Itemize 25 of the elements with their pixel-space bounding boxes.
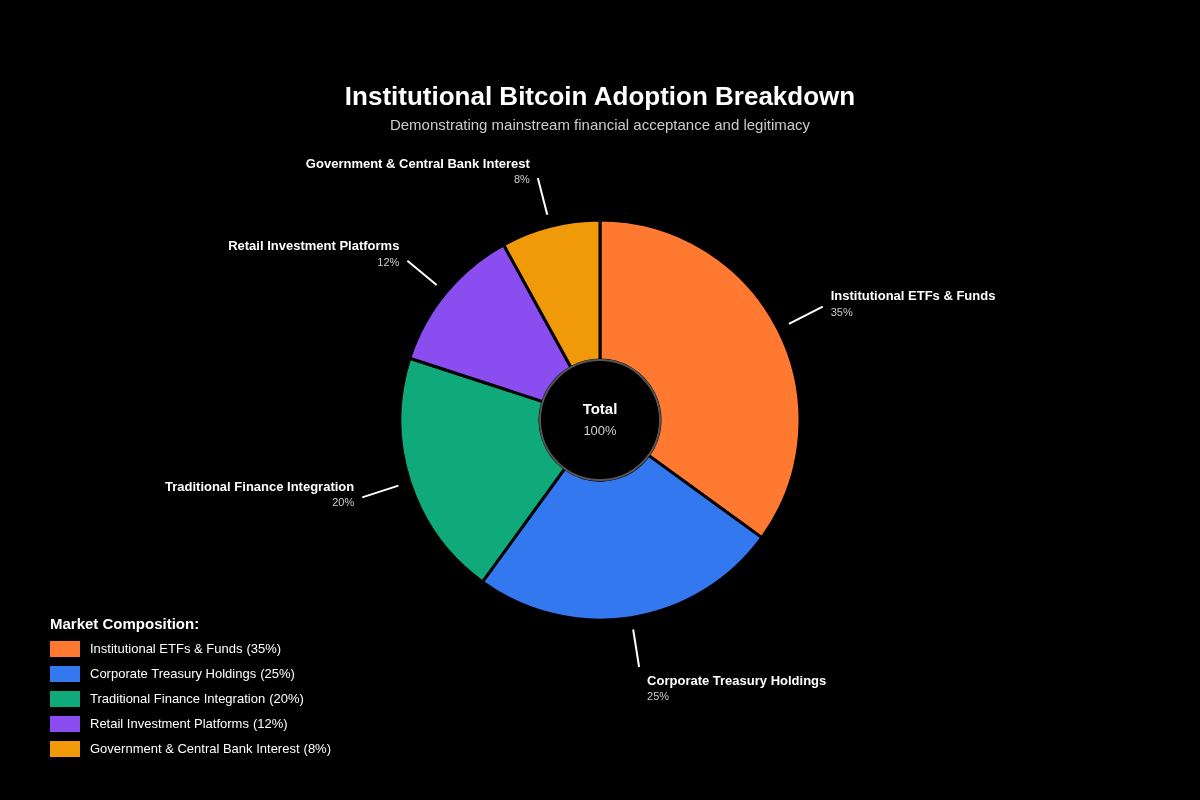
data-label: 25% xyxy=(647,690,670,703)
slice-label: Traditional Finance Integration xyxy=(164,478,355,494)
data-label: 35% xyxy=(830,305,853,318)
text: Total xyxy=(582,400,618,418)
text: (35%) xyxy=(246,641,282,656)
chart-title: Institutional Bitcoin Adoption Breakdown xyxy=(344,80,856,111)
text: (25%) xyxy=(260,666,295,681)
data-label: 20% xyxy=(332,496,355,509)
legend-label: Institutional ETFs & Funds xyxy=(90,641,243,656)
legend-title: Market Composition: xyxy=(50,615,201,632)
slice-label: Government & Central Bank Interest xyxy=(305,155,531,171)
data-label: 12% xyxy=(377,255,400,268)
text: 100% xyxy=(583,422,618,438)
legend-label: Corporate Treasury Holdings xyxy=(90,666,257,681)
legend-label: Traditional Finance Integration xyxy=(90,691,266,706)
text: (12%) xyxy=(252,716,288,731)
data-label: 8% xyxy=(513,172,531,185)
legend-label: Retail Investment Platforms xyxy=(90,716,249,731)
slice-label: Corporate Treasury Holdings xyxy=(647,672,827,688)
text: (20%) xyxy=(269,691,304,706)
slice-label: Institutional ETFs & Funds xyxy=(830,288,996,304)
slice-label: Retail Investment Platforms xyxy=(228,238,400,254)
text: (8%) xyxy=(303,741,331,756)
chart-subtitle: Demonstrating mainstream financial acceptance and legitimacy xyxy=(389,116,811,134)
legend-label: Government & Central Bank Interest xyxy=(90,741,300,756)
